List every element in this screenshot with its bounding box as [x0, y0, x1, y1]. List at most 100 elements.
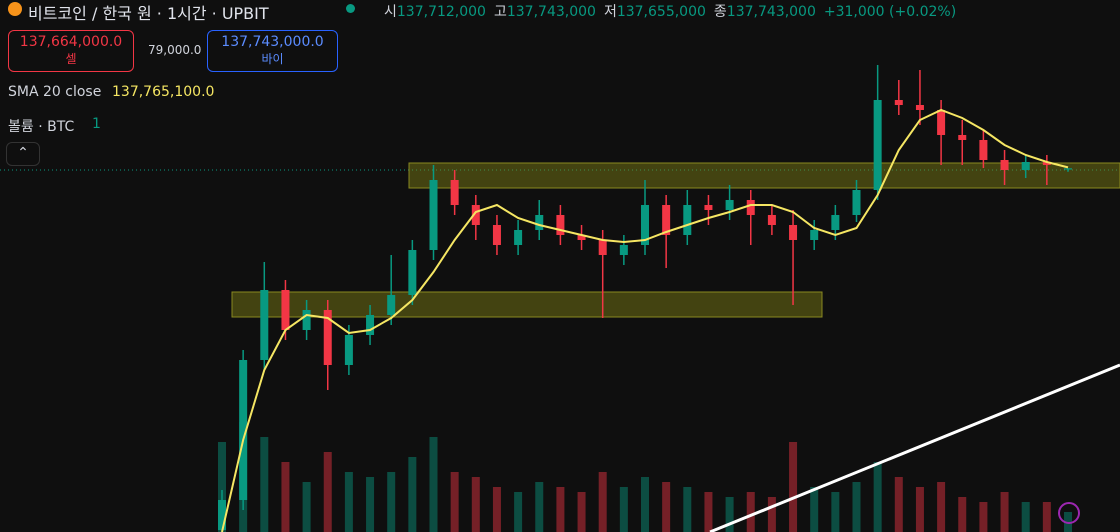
- candle-body: [598, 240, 607, 255]
- volume-bar: [979, 502, 988, 532]
- volume-bar: [323, 452, 332, 532]
- candle-body: [810, 230, 819, 240]
- sell-price: 137,664,000.0: [19, 34, 123, 50]
- sma-line: [221, 108, 1069, 532]
- buy-price: 137,743,000.0: [221, 34, 324, 50]
- symbol-title[interactable]: 비트코인 / 한국 원 · 1시간 · UPBIT: [28, 4, 269, 23]
- ohlc-value: 137,743,000: [506, 4, 596, 20]
- volume-bar: [746, 492, 755, 532]
- volume-bar: [408, 457, 417, 532]
- candle-body: [831, 215, 840, 230]
- volume-bar: [683, 487, 692, 532]
- ohlc-value: 137,712,000: [396, 4, 486, 20]
- trend-line: [709, 363, 1120, 532]
- ohlc: 시137,712,000 고137,743,000 저137,655,000 종137…: [384, 1, 956, 21]
- coin-icon: [8, 2, 22, 16]
- candle-body: [218, 500, 226, 530]
- volume-bar: [831, 492, 840, 532]
- volume-bar: [1000, 492, 1009, 532]
- ohlc-label: 고: [493, 4, 507, 20]
- candle-body: [471, 205, 480, 225]
- candle-body: [535, 215, 544, 230]
- volume-name[interactable]: 볼륨 · BTC: [8, 119, 75, 135]
- candle-body: [344, 335, 353, 365]
- volume-bar: [767, 497, 776, 532]
- candle-body: [239, 360, 248, 500]
- candle-body: [577, 235, 586, 240]
- volume-bar: [662, 482, 671, 532]
- candle-body: [429, 180, 438, 250]
- candle-body: [746, 200, 755, 215]
- zone: [408, 162, 1120, 189]
- indicator-value: 137,765,100.0: [112, 84, 215, 100]
- volume-bar: [577, 492, 586, 532]
- volume-bar: [471, 477, 480, 532]
- volume-bar: [641, 477, 649, 532]
- candle-body: [789, 225, 798, 240]
- candle-body: [1064, 168, 1072, 170]
- volume-bar: [450, 472, 459, 532]
- candle-body: [514, 230, 523, 245]
- candle-body: [852, 190, 861, 215]
- volume-bar: [281, 462, 290, 532]
- volume-bar: [1042, 502, 1051, 532]
- candle-body: [873, 100, 882, 190]
- candle-body: [450, 180, 459, 205]
- volume-bar: [1021, 502, 1030, 532]
- volume-bar: [789, 442, 798, 532]
- volume-bar: [598, 472, 607, 532]
- candle-body: [979, 140, 988, 160]
- volume-bar: [260, 437, 269, 532]
- candle-body: [704, 205, 713, 210]
- candle-body: [387, 295, 396, 315]
- ohlc-label: 저: [603, 4, 617, 20]
- volume-bar: [852, 482, 861, 532]
- candle-body: [937, 110, 946, 135]
- ohlc-label: 종: [713, 4, 727, 20]
- candle-body: [260, 290, 269, 360]
- ohlc-label: 시: [384, 4, 397, 20]
- candle-body: [767, 215, 776, 225]
- ohlc-value: 137,743,000: [726, 4, 816, 20]
- volume-bar: [810, 487, 819, 532]
- candle-body: [1000, 160, 1009, 170]
- candle-body: [323, 310, 332, 365]
- volume-bar: [915, 487, 924, 532]
- collapse-button[interactable]: ⌃: [6, 142, 40, 166]
- volume-bar: [958, 497, 967, 532]
- spread: 79,000.0: [148, 43, 202, 57]
- volume-bar: [492, 487, 501, 532]
- candle-body: [894, 100, 903, 105]
- buy-label: 바이: [261, 52, 284, 66]
- volume-bar: [619, 487, 628, 532]
- candle-body: [683, 205, 692, 235]
- volume-bar: [894, 477, 903, 532]
- candle-body: [958, 135, 967, 140]
- volume-value: 1: [92, 116, 101, 132]
- candle-body: [1042, 162, 1051, 165]
- volume-bar: [302, 482, 311, 532]
- buy-button[interactable]: 137,743,000.0 바이: [207, 30, 338, 72]
- sell-button[interactable]: 137,664,000.0 셀: [8, 30, 134, 72]
- candle-body: [1021, 162, 1030, 170]
- volume-bar: [725, 497, 734, 532]
- candle-body: [641, 205, 649, 245]
- zone: [231, 291, 823, 318]
- volume-bar: [556, 487, 565, 532]
- volume-bar: [873, 462, 882, 532]
- change: +31,000 (+0.02%): [823, 4, 957, 20]
- sell-label: 셀: [65, 52, 77, 66]
- candle-body: [408, 250, 417, 295]
- candle-body: [366, 315, 375, 335]
- volume-bar: [387, 472, 396, 532]
- candle-body: [915, 105, 924, 110]
- volume-bar: [704, 492, 713, 532]
- candle-body: [662, 205, 671, 235]
- volume-bar: [344, 472, 353, 532]
- candle-body: [725, 200, 734, 210]
- volume-bar: [937, 482, 946, 532]
- alert-icon[interactable]: [1058, 502, 1080, 524]
- volume-bar: [218, 442, 226, 532]
- indicator-name[interactable]: SMA 20 close: [8, 84, 102, 100]
